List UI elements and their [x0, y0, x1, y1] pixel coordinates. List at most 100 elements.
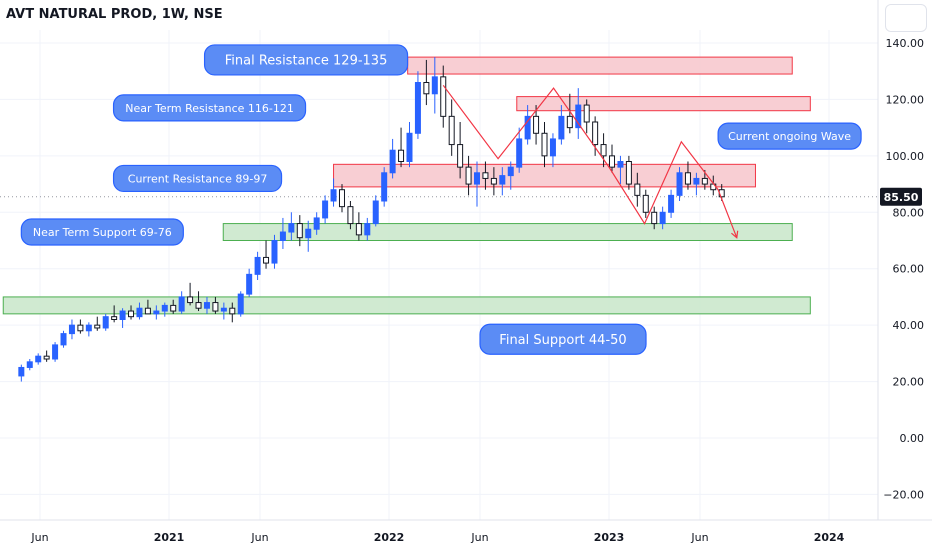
candle-body — [465, 166, 472, 185]
candle — [136, 302, 143, 320]
candle — [482, 161, 489, 190]
candle — [381, 167, 388, 207]
candle-body — [372, 200, 379, 225]
candle-body — [271, 240, 278, 264]
annotation-text: Near Term Resistance 116-121 — [125, 102, 294, 115]
wave-arrowhead — [731, 230, 739, 239]
candle — [457, 122, 464, 179]
candle — [237, 291, 244, 317]
candle — [634, 172, 641, 207]
candle-body — [322, 200, 329, 219]
candle-body — [676, 172, 683, 196]
candle — [465, 155, 472, 196]
candle — [566, 93, 573, 134]
x-tick-label: Jun — [690, 531, 708, 544]
candle — [322, 195, 329, 224]
candle-body — [144, 307, 151, 315]
y-tick-label: 40.00 — [893, 319, 925, 332]
annotation-bubble: Current ongoing Wave — [717, 122, 862, 150]
candle-body — [26, 361, 33, 368]
candle — [364, 217, 371, 241]
candle-body — [18, 366, 25, 377]
candle — [668, 189, 675, 218]
annotation-bubble: Final Resistance 129-135 — [203, 44, 409, 76]
candle — [94, 316, 101, 331]
y-axis: 140.00 120.00 100.00 80.00 60.00 40.00 20.00 0.… — [877, 0, 925, 520]
candle — [254, 251, 261, 280]
candle — [220, 302, 227, 320]
candle-body — [642, 194, 649, 213]
candle-body — [94, 324, 101, 329]
candle-body — [119, 310, 126, 320]
candle — [296, 215, 303, 247]
candle — [271, 234, 278, 269]
annotation-box — [112, 164, 283, 193]
candle — [187, 282, 194, 306]
candle-body — [600, 144, 607, 157]
candle-body — [263, 256, 270, 264]
candle-body — [254, 256, 261, 275]
annotation-box — [203, 44, 409, 76]
candle-body — [482, 172, 489, 179]
candle — [541, 122, 548, 168]
candle — [102, 313, 109, 331]
candle — [330, 178, 337, 207]
x-tick-label: Jun — [250, 531, 268, 544]
candle — [347, 201, 354, 230]
candle-body — [490, 177, 497, 185]
price-badge-box — [880, 187, 922, 206]
candle-body — [516, 138, 523, 168]
candle — [474, 161, 480, 207]
candle — [279, 217, 286, 249]
resistance-zone — [407, 56, 793, 75]
annotation-text: Final Resistance 129-135 — [225, 54, 388, 69]
candle — [111, 305, 118, 323]
candle — [490, 167, 497, 196]
candle — [203, 296, 210, 314]
candle — [178, 291, 185, 314]
candle — [195, 291, 202, 312]
candle — [85, 322, 92, 337]
x-tick-label: Jun — [30, 531, 48, 544]
candle-body — [305, 228, 312, 239]
candle — [161, 302, 168, 317]
candle-body — [566, 115, 573, 129]
annotation-text: Current Resistance 89-97 — [128, 172, 268, 185]
candle — [617, 155, 624, 185]
x-tick-label: 2021 — [154, 531, 185, 544]
candle-body — [414, 82, 421, 134]
annotation-box — [479, 323, 647, 355]
candle-body — [693, 177, 700, 185]
candle — [609, 144, 616, 173]
candle-body — [128, 310, 135, 318]
chart-settings-button[interactable] — [885, 4, 927, 32]
candle — [398, 127, 405, 168]
x-tick-label: 2024 — [814, 531, 845, 544]
candle — [659, 206, 666, 230]
candle-body — [541, 132, 548, 157]
candle-body — [431, 76, 438, 95]
annotation-box — [20, 218, 184, 246]
candle — [575, 88, 582, 139]
candle — [676, 167, 683, 201]
candle-body — [406, 132, 413, 163]
candle-body — [364, 223, 371, 236]
candle — [153, 305, 160, 320]
candle — [524, 105, 531, 145]
y-tick-label: 100.00 — [886, 150, 925, 163]
candle-body — [220, 307, 227, 312]
candle-body — [288, 223, 295, 233]
candle-body — [136, 307, 143, 318]
candle-body — [457, 144, 464, 168]
annotation-box — [717, 122, 862, 150]
grid-lines — [0, 30, 878, 520]
candle — [18, 364, 25, 382]
candle-body — [659, 211, 666, 225]
y-tick-label: 60.00 — [893, 263, 925, 276]
candle — [288, 212, 295, 241]
candle-body — [60, 333, 67, 346]
candle-body — [296, 223, 303, 239]
candle — [305, 220, 312, 252]
candle-body — [389, 149, 396, 174]
